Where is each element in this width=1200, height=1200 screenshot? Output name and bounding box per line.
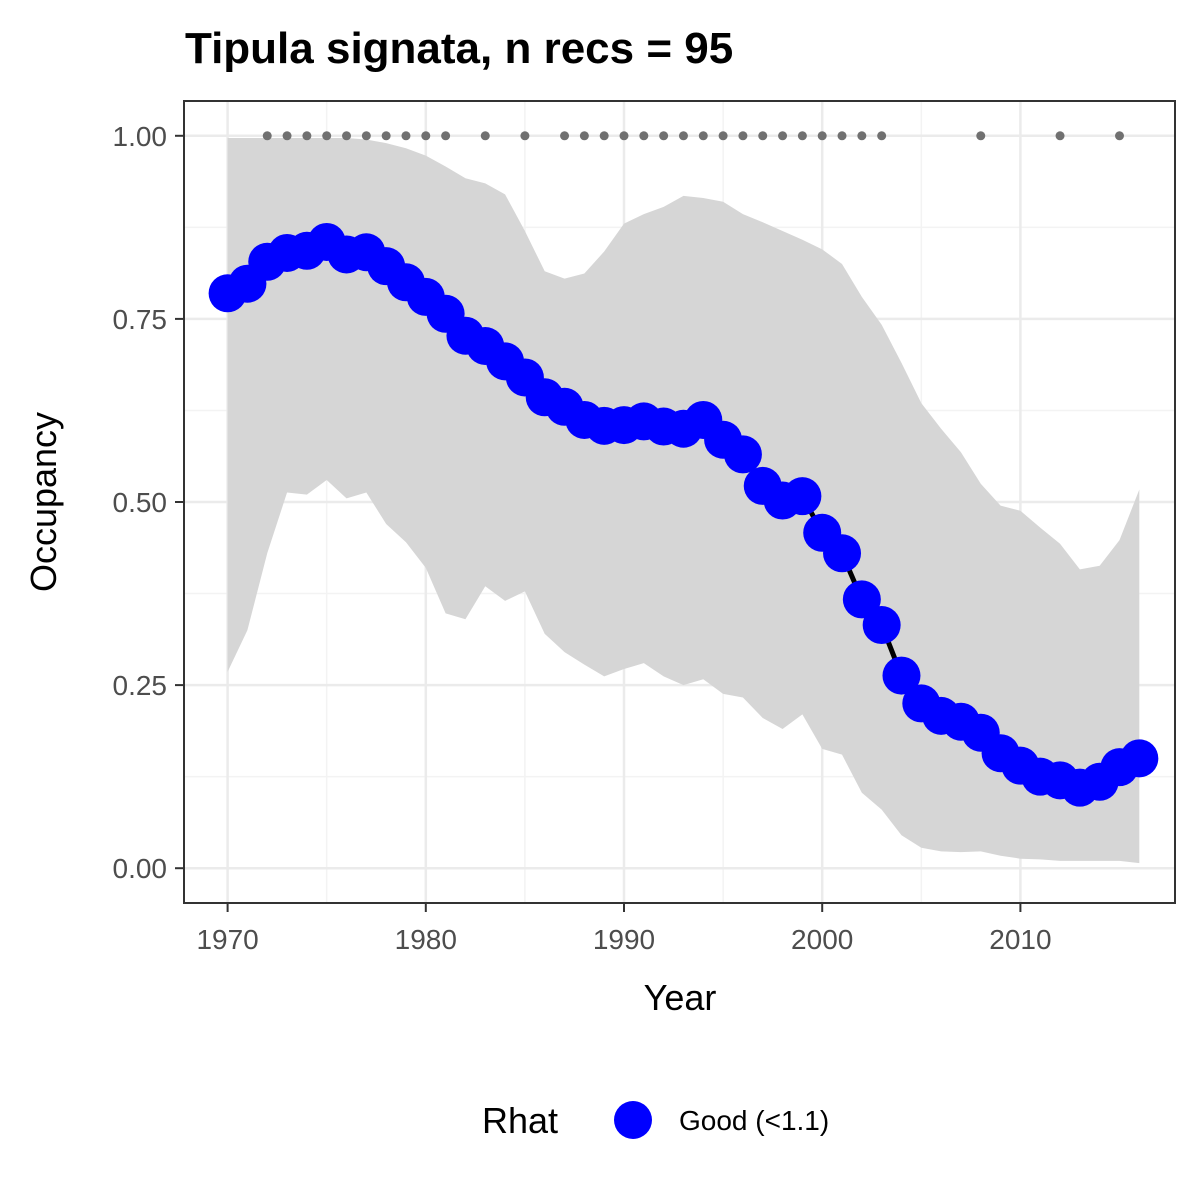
- record-dot: [262, 131, 272, 141]
- y-tick-label: 1.00: [113, 121, 168, 152]
- legend-title: Rhat: [482, 1100, 558, 1141]
- occupancy-point: [823, 534, 862, 573]
- record-dot: [619, 131, 629, 141]
- record-dot: [480, 131, 490, 141]
- record-dot: [361, 131, 371, 141]
- record-dot: [857, 131, 867, 141]
- occupancy-point: [862, 606, 901, 645]
- record-dot: [579, 131, 589, 141]
- record-dot: [342, 131, 352, 141]
- record-dot: [758, 131, 768, 141]
- record-dot: [877, 131, 887, 141]
- legend: Rhat Good (<1.1): [482, 1100, 829, 1141]
- record-dot: [797, 131, 807, 141]
- y-tick-label: 0.50: [113, 487, 168, 518]
- record-dot: [441, 131, 451, 141]
- x-tick-label: 1970: [196, 924, 258, 955]
- record-dot: [678, 131, 688, 141]
- record-dot: [817, 131, 827, 141]
- legend-key-good: [614, 1101, 652, 1139]
- x-tick-label: 2010: [989, 924, 1051, 955]
- occupancy-point: [1120, 739, 1159, 778]
- y-axis-title: Occupancy: [23, 412, 64, 592]
- record-dot: [778, 131, 788, 141]
- x-tick-label: 1980: [395, 924, 457, 955]
- record-dot: [560, 131, 570, 141]
- record-dot: [1115, 131, 1125, 141]
- legend-label-good: Good (<1.1): [679, 1105, 829, 1136]
- record-dot: [698, 131, 708, 141]
- record-dot: [401, 131, 411, 141]
- y-tick-label: 0.75: [113, 304, 168, 335]
- x-tick-label: 2000: [791, 924, 853, 955]
- record-dot: [659, 131, 669, 141]
- record-dot: [282, 131, 292, 141]
- record-dot: [381, 131, 391, 141]
- record-dot: [837, 131, 847, 141]
- record-dot: [599, 131, 609, 141]
- x-tick-label: 1990: [593, 924, 655, 955]
- chart-title: Tipula signata, n recs = 95: [185, 24, 733, 73]
- occupancy-point: [723, 435, 762, 474]
- record-dot: [520, 131, 530, 141]
- occupancy-point: [842, 580, 881, 619]
- record-dot: [322, 131, 332, 141]
- record-dot: [421, 131, 431, 141]
- y-tick-label: 0.25: [113, 670, 168, 701]
- record-dot: [639, 131, 649, 141]
- record-dot: [1055, 131, 1065, 141]
- occupancy-point: [783, 477, 822, 516]
- occupancy-point: [882, 656, 921, 695]
- y-tick-label: 0.00: [113, 853, 168, 884]
- record-dot: [302, 131, 312, 141]
- record-dot: [718, 131, 728, 141]
- record-dots-layer: [262, 131, 1125, 141]
- occupancy-points-layer: [208, 222, 1159, 807]
- record-dot: [976, 131, 986, 141]
- x-axis: 1970 1980 1990 2000 2010: [196, 903, 1052, 955]
- x-axis-title: Year: [644, 977, 717, 1018]
- y-axis: 0.00 0.25 0.50 0.75 1.00: [113, 121, 184, 884]
- record-dot: [738, 131, 748, 141]
